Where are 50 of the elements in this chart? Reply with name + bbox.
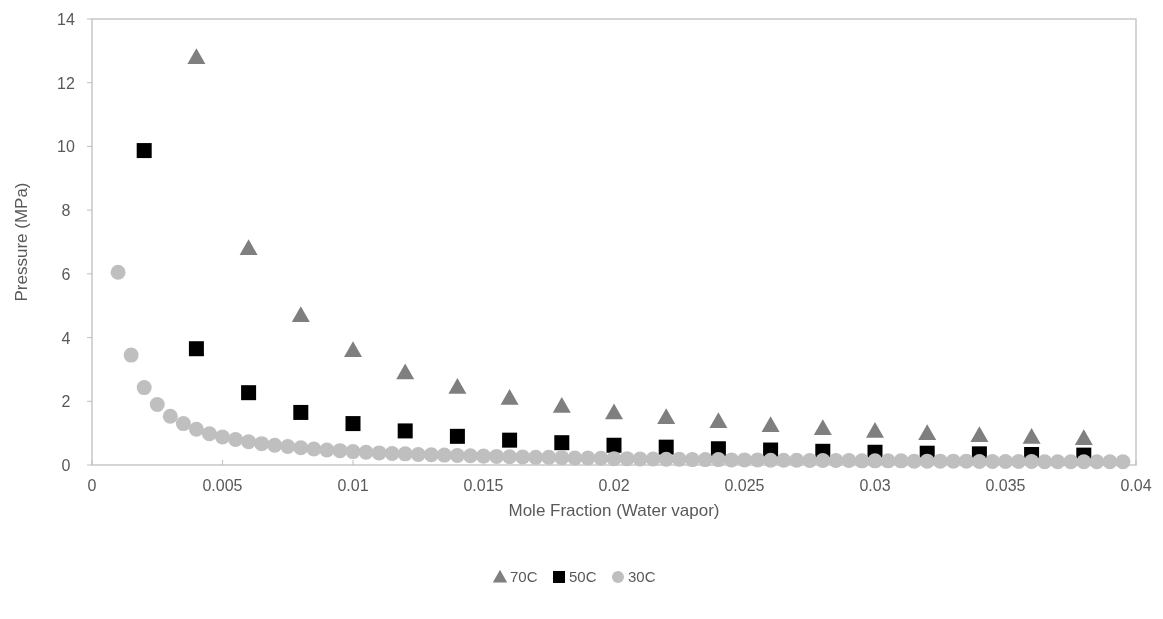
x-tick-label: 0.015: [463, 477, 504, 494]
point: [449, 428, 465, 444]
point: [448, 377, 467, 394]
point: [345, 416, 361, 432]
x-tick-label: 0.04: [1120, 477, 1152, 494]
point: [344, 341, 362, 358]
legend-label: 50C: [569, 568, 597, 585]
y-tick-label: 10: [57, 138, 75, 156]
point: [606, 437, 622, 453]
x-tick-label: 0.005: [202, 477, 243, 494]
point: [1022, 427, 1041, 444]
point: [866, 421, 884, 438]
x-tick-label: 0.025: [724, 477, 765, 494]
point: [500, 389, 519, 405]
x-tick-label: 0.035: [985, 477, 1026, 494]
x-tick-label: 0: [87, 477, 97, 494]
y-axis-title: Pressure (MPa): [12, 182, 31, 302]
point: [396, 363, 415, 380]
point: [657, 408, 676, 424]
y-tick-label: 12: [57, 74, 75, 92]
y-tick-label: 6: [61, 265, 71, 283]
point: [761, 416, 780, 432]
point: [605, 403, 623, 420]
x-axis-title: Mole Fraction (Water vapor): [508, 501, 720, 520]
point: [552, 397, 571, 413]
y-tick-label: 2: [61, 393, 71, 411]
point: [1074, 429, 1093, 445]
point: [291, 306, 310, 323]
point: [554, 435, 570, 451]
x-tick-label: 0.03: [859, 477, 891, 494]
point: [918, 424, 937, 440]
legend-label: 70C: [510, 568, 538, 585]
point: [502, 432, 518, 448]
point: [813, 419, 832, 436]
x-tick-label: 0.02: [598, 477, 630, 494]
point: [239, 239, 258, 256]
y-tick-label: 14: [57, 11, 75, 28]
y-tick-label: 4: [61, 329, 71, 347]
point: [136, 143, 152, 159]
x-tick-label: 0.01: [337, 477, 369, 494]
point: [397, 423, 413, 439]
point: [187, 48, 206, 64]
point: [709, 412, 728, 429]
y-tick-label: 8: [61, 202, 71, 220]
point: [188, 341, 204, 357]
point: [241, 385, 257, 401]
point: [970, 426, 989, 443]
point: [293, 404, 309, 420]
legend-label: 30C: [628, 568, 656, 585]
y-tick-label: 0: [61, 457, 71, 474]
